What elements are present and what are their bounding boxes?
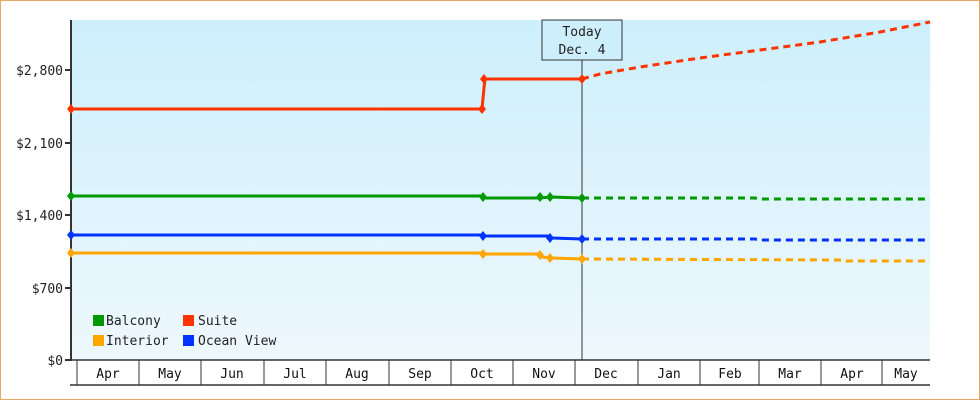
legend-swatch-icon — [183, 335, 194, 346]
x-month-label: May — [158, 367, 182, 382]
y-tick-label: $700 — [32, 282, 63, 297]
legend-label: Balcony — [106, 314, 161, 329]
y-tick-label: $2,800 — [16, 64, 63, 79]
legend-label: Interior — [106, 334, 169, 349]
y-tick-label: $0 — [47, 354, 63, 369]
x-month-label: Apr — [840, 367, 864, 382]
legend-item-suite: Suite — [183, 314, 237, 329]
x-month-label: Aug — [345, 367, 368, 382]
plot-area — [71, 20, 930, 360]
x-month-label: Nov — [532, 367, 556, 382]
legend-swatch-icon — [93, 335, 104, 346]
x-month-label: Mar — [778, 367, 802, 382]
series-suite — [67, 20, 931, 114]
legend-item-balcony: Balcony — [93, 314, 161, 329]
x-month-label: Jul — [283, 367, 306, 382]
series-balcony — [67, 191, 930, 203]
x-month-label: Jun — [220, 367, 243, 382]
x-month-label: Dec — [594, 367, 617, 382]
today-marker: Today Dec. 4 — [541, 19, 623, 360]
x-month-label: Feb — [718, 367, 742, 382]
legend-swatch-icon — [183, 315, 194, 326]
x-month-label: Apr — [96, 367, 120, 382]
series-ocean-view — [67, 230, 930, 244]
x-month-label: May — [894, 367, 918, 382]
y-axis: $2,800 $2,100 $1,400 $700 $0 — [16, 20, 72, 369]
today-label: Today — [562, 25, 601, 40]
x-month-label: Sep — [408, 367, 432, 382]
legend-item-ocean-view: Ocean View — [183, 334, 276, 349]
x-month-label: Oct — [470, 367, 493, 382]
legend-label: Ocean View — [198, 334, 276, 349]
x-month-label: Jan — [657, 367, 680, 382]
legend-swatch-icon — [93, 315, 104, 326]
x-axis: Apr May Jun Jul Aug Sep Oct Nov Dec Jan … — [70, 359, 930, 386]
legend-item-interior: Interior — [93, 334, 169, 349]
series-interior — [67, 248, 930, 264]
y-tick-label: $1,400 — [16, 209, 63, 224]
y-tick-label: $2,100 — [16, 137, 63, 152]
legend: Balcony Suite Interior Ocean View — [93, 314, 276, 349]
today-date: Dec. 4 — [559, 43, 606, 58]
legend-label: Suite — [198, 314, 237, 329]
